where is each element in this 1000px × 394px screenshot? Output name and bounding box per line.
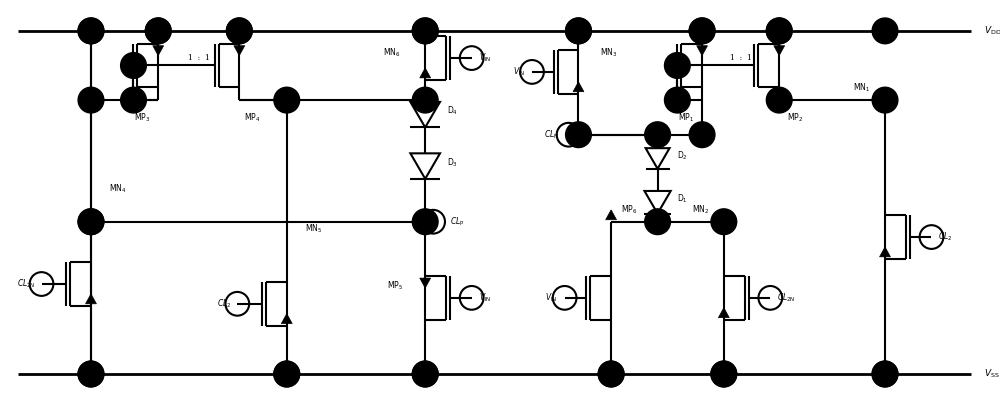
Circle shape (566, 122, 591, 148)
Polygon shape (646, 148, 670, 169)
Text: $\mathrm{MN_1}$: $\mathrm{MN_1}$ (853, 82, 870, 95)
Circle shape (665, 53, 690, 78)
Text: $V_\mathrm{DD}$: $V_\mathrm{DD}$ (984, 24, 1000, 37)
Polygon shape (880, 247, 890, 257)
Text: $V_\mathrm{IN}$: $V_\mathrm{IN}$ (545, 292, 558, 304)
Polygon shape (281, 314, 292, 323)
Circle shape (274, 87, 300, 113)
Circle shape (766, 18, 792, 44)
Text: $\mathrm{MN_2}$: $\mathrm{MN_2}$ (692, 204, 709, 216)
Circle shape (226, 18, 252, 44)
Polygon shape (420, 278, 431, 288)
Circle shape (78, 361, 104, 387)
Polygon shape (410, 153, 440, 179)
Circle shape (766, 18, 792, 44)
Text: $CL_\mathrm{2}$: $CL_\mathrm{2}$ (217, 297, 231, 310)
Circle shape (872, 361, 898, 387)
Circle shape (274, 361, 300, 387)
Polygon shape (573, 82, 584, 92)
Circle shape (766, 87, 792, 113)
Circle shape (145, 18, 171, 44)
Polygon shape (644, 191, 671, 214)
Polygon shape (606, 210, 617, 220)
Circle shape (412, 209, 438, 234)
Text: $CL_\mathrm{N}$: $CL_\mathrm{N}$ (544, 128, 559, 141)
Circle shape (226, 18, 252, 44)
Circle shape (689, 18, 715, 44)
Text: 1  :  1: 1 : 1 (730, 54, 752, 61)
Circle shape (274, 361, 300, 387)
Text: $\mathrm{MP_5}$: $\mathrm{MP_5}$ (387, 280, 403, 292)
Circle shape (872, 87, 898, 113)
Text: $\mathrm{MP_6}$: $\mathrm{MP_6}$ (621, 204, 637, 216)
Text: $V_\mathrm{SS}$: $V_\mathrm{SS}$ (984, 368, 1000, 380)
Text: $CL_\mathrm{P}$: $CL_\mathrm{P}$ (450, 216, 465, 228)
Circle shape (78, 18, 104, 44)
Text: $\mathrm{D_1}$: $\mathrm{D_1}$ (677, 193, 688, 205)
Polygon shape (234, 46, 245, 56)
Polygon shape (420, 68, 431, 78)
Circle shape (412, 87, 438, 113)
Polygon shape (86, 294, 96, 304)
Circle shape (689, 18, 715, 44)
Text: $\mathrm{D_2}$: $\mathrm{D_2}$ (677, 149, 688, 162)
Circle shape (78, 361, 104, 387)
Circle shape (689, 122, 715, 148)
Circle shape (711, 209, 737, 234)
Circle shape (665, 87, 690, 113)
Polygon shape (774, 46, 785, 56)
Text: $\mathrm{D_4}$: $\mathrm{D_4}$ (447, 105, 458, 117)
Circle shape (78, 209, 104, 234)
Text: $\mathrm{MN_3}$: $\mathrm{MN_3}$ (600, 46, 618, 59)
Text: $CL_\mathrm{2N}$: $CL_\mathrm{2N}$ (777, 292, 796, 304)
Text: $CL_\mathrm{2N}$: $CL_\mathrm{2N}$ (17, 278, 36, 290)
Text: $\mathrm{MN_5}$: $\mathrm{MN_5}$ (305, 222, 322, 235)
Text: $\mathrm{MP_4}$: $\mathrm{MP_4}$ (244, 112, 261, 124)
Polygon shape (718, 308, 729, 318)
Circle shape (78, 209, 104, 234)
Circle shape (598, 361, 624, 387)
Circle shape (121, 87, 146, 113)
Text: $V_\mathrm{IN}$: $V_\mathrm{IN}$ (513, 66, 525, 78)
Circle shape (645, 122, 670, 148)
Circle shape (598, 361, 624, 387)
Polygon shape (410, 102, 440, 127)
Text: $\mathrm{MN_4}$: $\mathrm{MN_4}$ (109, 183, 126, 195)
Circle shape (78, 18, 104, 44)
Text: $CL_\mathrm{2}$: $CL_\mathrm{2}$ (938, 231, 953, 243)
Text: $V_\mathrm{IN}$: $V_\mathrm{IN}$ (479, 292, 491, 304)
Circle shape (872, 361, 898, 387)
Text: $\mathrm{D_3}$: $\mathrm{D_3}$ (447, 156, 458, 169)
Polygon shape (697, 46, 708, 56)
Text: 1  :  1: 1 : 1 (188, 54, 210, 61)
Circle shape (711, 361, 737, 387)
Circle shape (566, 18, 591, 44)
Circle shape (121, 53, 146, 78)
Circle shape (412, 361, 438, 387)
Circle shape (412, 361, 438, 387)
Circle shape (412, 18, 438, 44)
Polygon shape (153, 46, 164, 56)
Circle shape (566, 18, 591, 44)
Text: $\mathrm{MP_2}$: $\mathrm{MP_2}$ (787, 112, 803, 124)
Circle shape (645, 209, 670, 234)
Circle shape (78, 87, 104, 113)
Text: $\mathrm{MP_1}$: $\mathrm{MP_1}$ (678, 112, 694, 124)
Circle shape (711, 361, 737, 387)
Circle shape (872, 18, 898, 44)
Text: $V_\mathrm{IN}$: $V_\mathrm{IN}$ (479, 52, 491, 64)
Circle shape (145, 18, 171, 44)
Text: $\mathrm{MN_6}$: $\mathrm{MN_6}$ (383, 46, 400, 59)
Text: $\mathrm{MP_3}$: $\mathrm{MP_3}$ (134, 112, 150, 124)
Circle shape (412, 18, 438, 44)
